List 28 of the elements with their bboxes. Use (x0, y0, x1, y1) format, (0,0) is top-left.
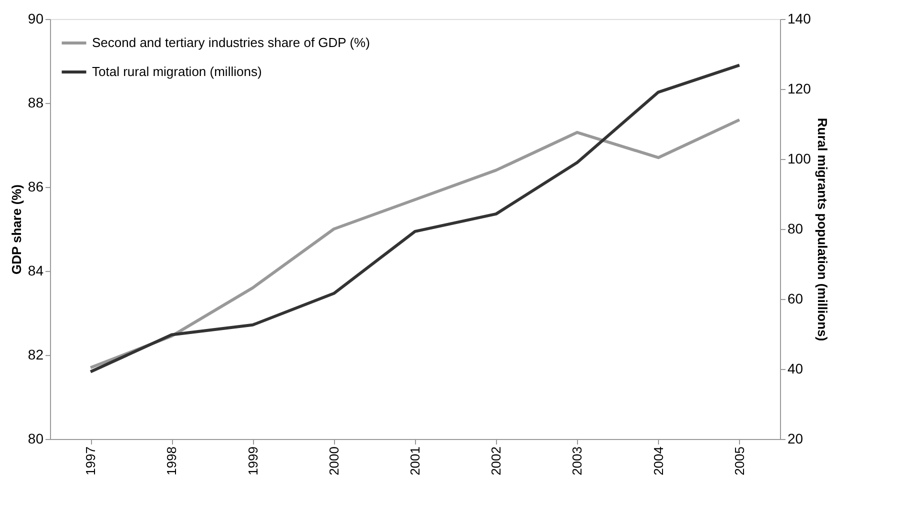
x-tick-label: 2002 (488, 446, 504, 476)
line-series (89, 64, 741, 374)
y2-tick-label: 100 (788, 150, 812, 166)
line-series (89, 118, 741, 370)
y-axis-title: GDP share (%) (8, 184, 24, 275)
y2-tick-label: 20 (788, 430, 804, 446)
y-tick-label: 90 (28, 10, 44, 26)
y-tick-label: 82 (28, 346, 44, 362)
legend-label: Second and tertiary industries share of GDP (%) (92, 35, 370, 50)
y2-tick-label: 80 (788, 220, 804, 236)
y2-tick-label: 140 (788, 10, 812, 26)
x-tick-label: 2001 (408, 446, 422, 476)
y-tick-label: 80 (28, 430, 44, 446)
y-tick-label: 84 (28, 262, 44, 278)
x-tick-label: 2000 (326, 446, 342, 476)
y-tick-label: 88 (28, 94, 44, 110)
x-tick-label: 2005 (732, 446, 747, 476)
y-tick-label: 86 (28, 178, 44, 194)
legend-label: Total rural migration (millions) (92, 64, 262, 79)
x-tick-label: 1998 (164, 446, 180, 476)
y2-tick-label: 40 (788, 360, 804, 376)
y2-tick-label: 120 (788, 80, 812, 96)
x-tick-label: 2004 (650, 446, 666, 476)
x-tick-label: 1997 (83, 446, 98, 476)
y2-tick-label: 60 (788, 290, 804, 306)
x-tick-label: 2003 (570, 446, 585, 476)
x-tick-label: 1999 (245, 446, 260, 476)
y2-axis-title: Rural migrants population (millions) (814, 118, 830, 342)
